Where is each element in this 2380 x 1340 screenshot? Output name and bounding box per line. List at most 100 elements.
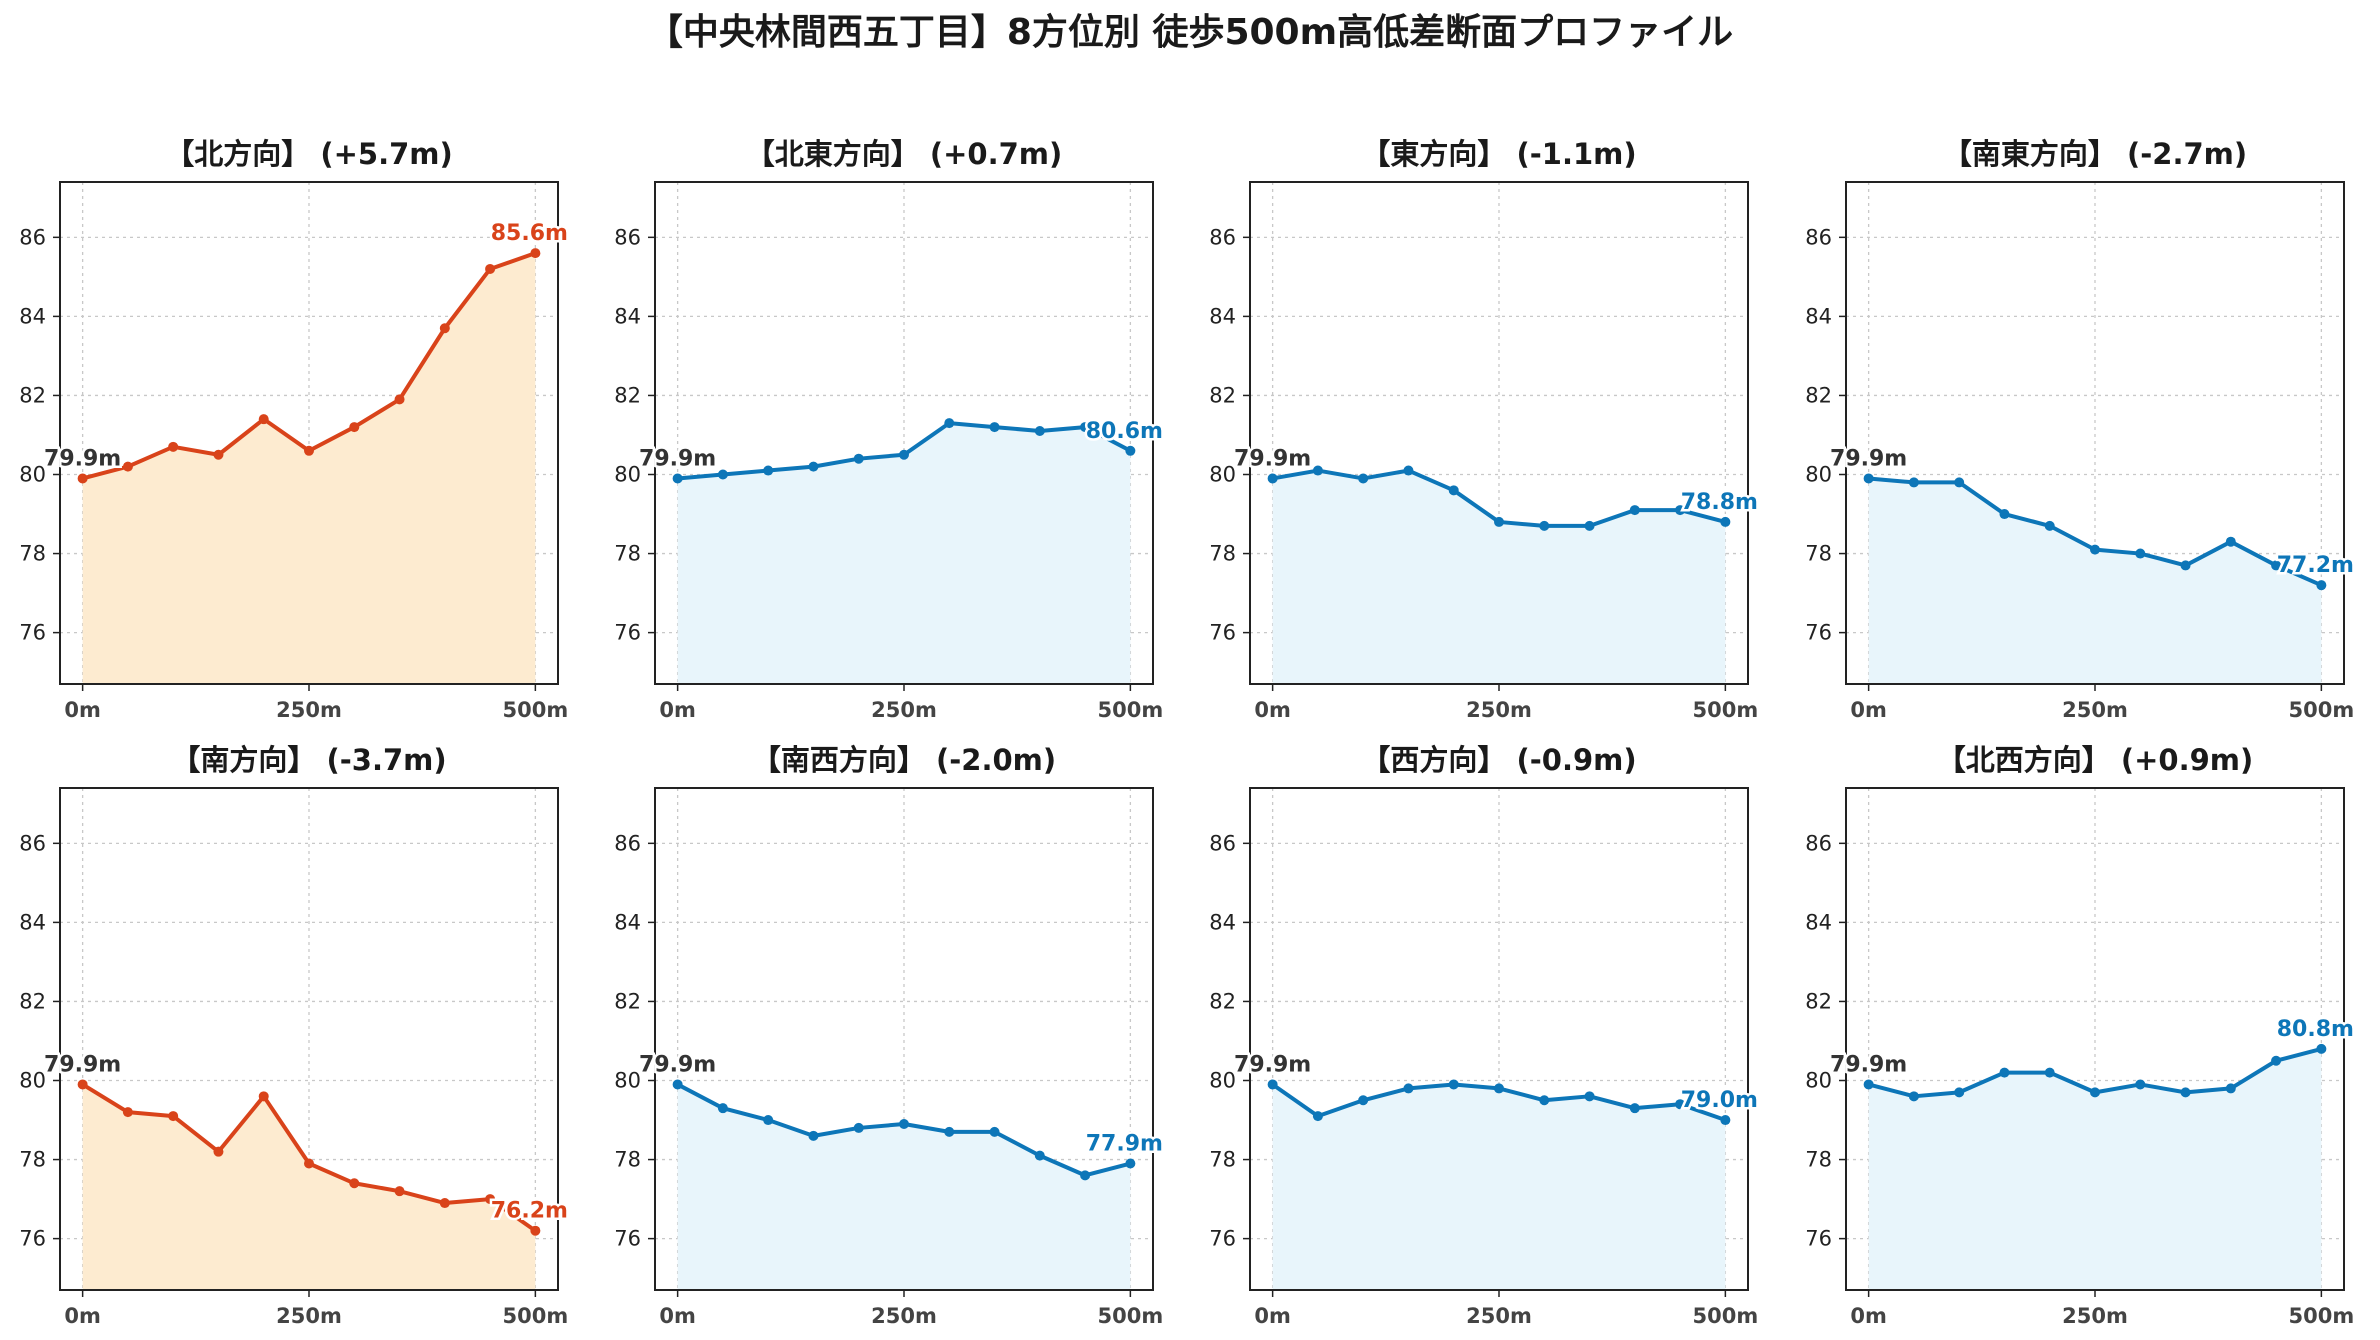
x-tick-label: 0m: [1254, 698, 1291, 722]
elevation-point: [2316, 580, 2327, 591]
elevation-point: [717, 469, 728, 480]
y-tick-label: 82: [1209, 989, 1236, 1013]
elevation-point: [485, 1194, 496, 1205]
x-tick-label: 500m: [1693, 698, 1759, 722]
y-tick-label: 76: [19, 621, 46, 645]
elevation-point: [944, 418, 955, 429]
y-tick-label: 84: [19, 910, 46, 934]
elevation-point: [672, 1079, 683, 1090]
y-tick-label: 84: [1805, 304, 1832, 328]
elevation-point: [304, 445, 314, 456]
elevation-point: [2044, 1067, 2055, 1078]
panel-title: 【北方向】 (+5.7m): [165, 137, 453, 171]
x-tick-label: 250m: [2062, 1304, 2128, 1328]
x-tick-label: 500m: [1098, 1304, 1164, 1328]
elevation-point: [989, 1126, 1000, 1137]
elevation-point: [122, 461, 133, 472]
start-elevation-label: 79.9m: [44, 446, 121, 471]
elevation-point: [1720, 516, 1731, 527]
elevation-area-fill: [677, 1084, 1131, 1290]
y-tick-label: 80: [19, 463, 46, 487]
start-elevation-label: 79.9m: [1830, 1052, 1907, 1077]
elevation-point: [672, 473, 683, 484]
elevation-point: [349, 1178, 360, 1189]
y-tick-label: 86: [1805, 831, 1832, 855]
start-elevation-label: 79.9m: [639, 446, 716, 471]
elevation-point: [899, 1118, 909, 1129]
y-tick-label: 78: [1209, 542, 1236, 566]
start-elevation-label: 79.9m: [1234, 446, 1311, 471]
y-tick-label: 80: [614, 1069, 641, 1093]
x-tick-label: 0m: [64, 1304, 101, 1328]
elevation-point: [763, 1115, 774, 1126]
elevation-area-fill: [677, 423, 1131, 684]
y-tick-label: 78: [19, 1148, 46, 1172]
elevation-point: [1034, 426, 1045, 437]
y-tick-label: 78: [1805, 542, 1832, 566]
elevation-point: [439, 1198, 450, 1209]
end-elevation-label: 80.8m: [2277, 1017, 2354, 1042]
end-elevation-label: 76.2m: [491, 1199, 568, 1224]
elevation-point: [1494, 516, 1504, 527]
elevation-point: [808, 1130, 819, 1141]
elevation-point: [1358, 1095, 1369, 1106]
y-tick-label: 80: [1805, 463, 1832, 487]
elevation-point: [1999, 509, 2010, 520]
elevation-point: [1080, 422, 1091, 433]
elevation-point: [2225, 536, 2236, 547]
y-tick-label: 82: [1805, 383, 1832, 407]
elevation-point: [1494, 1083, 1504, 1094]
elevation-point: [304, 1158, 314, 1169]
y-tick-label: 86: [19, 225, 46, 249]
elevation-point: [1863, 473, 1874, 484]
y-tick-label: 76: [614, 1227, 641, 1251]
elevation-area-fill: [1868, 1048, 2322, 1290]
elevation-point: [1584, 520, 1595, 531]
start-elevation-label: 79.9m: [1234, 1052, 1311, 1077]
x-tick-label: 250m: [1466, 698, 1532, 722]
profile-panel-8: 【北西方向】 (+0.9m) 76 78 80 82 84 86 0m 250m 500m 79.9…: [1805, 743, 2356, 1328]
end-elevation-label: 85.6m: [491, 221, 568, 246]
y-tick-label: 84: [614, 304, 641, 328]
y-tick-label: 76: [19, 1227, 46, 1251]
y-tick-label: 84: [614, 910, 641, 934]
elevation-point: [1312, 1111, 1323, 1122]
elevation-point: [1863, 1079, 1874, 1090]
y-tick-label: 86: [614, 225, 641, 249]
elevation-point: [808, 461, 819, 472]
elevation-point: [2180, 560, 2191, 571]
elevation-point: [2135, 548, 2146, 559]
elevation-point: [944, 1126, 955, 1137]
panel-title: 【東方向】 (-1.1m): [1361, 137, 1636, 171]
y-tick-label: 86: [1209, 225, 1236, 249]
profile-panel-3: 【東方向】 (-1.1m) 76 78 80 82 84 86 0m 250m 500m 79.9m…: [1209, 137, 1760, 722]
elevation-point: [1584, 1091, 1595, 1102]
elevation-point: [1448, 1079, 1459, 1090]
elevation-point: [77, 473, 88, 484]
end-elevation-label: 79.0m: [1681, 1088, 1758, 1113]
elevation-point: [1675, 1099, 1686, 1110]
y-tick-label: 86: [19, 831, 46, 855]
elevation-point: [853, 1122, 864, 1133]
panel-title: 【北西方向】 (+0.9m): [1937, 743, 2254, 777]
y-tick-label: 76: [614, 621, 641, 645]
elevation-point: [2271, 1055, 2282, 1066]
elevation-point: [853, 453, 864, 464]
elevation-point: [2180, 1087, 2191, 1098]
elevation-point: [2316, 1043, 2327, 1054]
y-tick-label: 82: [1209, 383, 1236, 407]
x-tick-label: 500m: [1693, 1304, 1759, 1328]
x-tick-label: 500m: [1098, 698, 1164, 722]
y-tick-label: 86: [614, 831, 641, 855]
end-elevation-label: 80.6m: [1086, 419, 1163, 444]
y-tick-label: 84: [19, 304, 46, 328]
panel-title: 【南東方向】 (-2.7m): [1943, 137, 2247, 171]
elevation-point: [2044, 520, 2055, 531]
y-tick-label: 78: [614, 1148, 641, 1172]
panel-title: 【南方向】 (-3.7m): [171, 743, 446, 777]
x-tick-label: 250m: [1466, 1304, 1532, 1328]
elevation-point: [168, 441, 179, 452]
x-tick-label: 250m: [276, 698, 342, 722]
x-tick-label: 250m: [871, 1304, 937, 1328]
y-tick-label: 86: [1805, 225, 1832, 249]
